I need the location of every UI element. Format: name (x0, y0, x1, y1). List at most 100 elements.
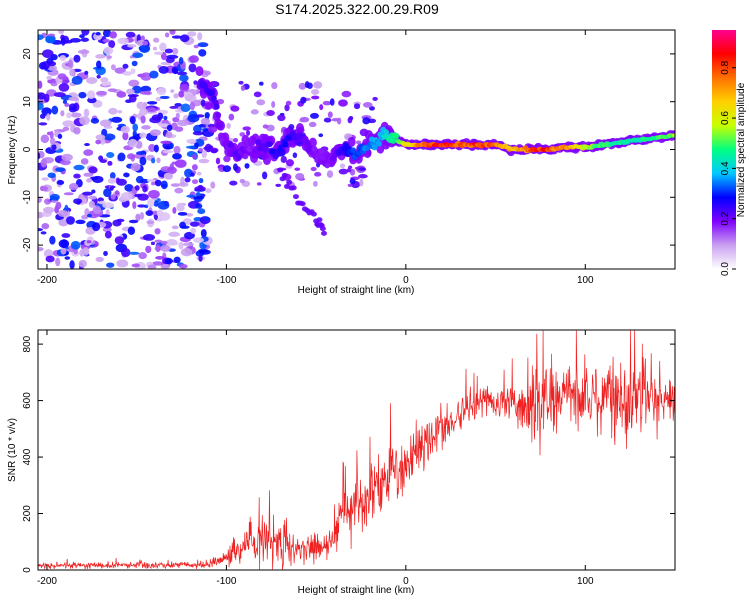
y-tick-label: 20 (22, 48, 33, 60)
noise-blob (155, 244, 161, 253)
scatter-blob (200, 99, 206, 107)
noise-blob (106, 55, 112, 59)
ridge-core (213, 103, 220, 110)
x-tick-label: 100 (577, 576, 594, 587)
ridge-core (279, 148, 286, 155)
scatter-blob (285, 159, 295, 167)
noise-blob (122, 71, 133, 76)
noise-blob (172, 207, 177, 214)
scatter-blob (253, 91, 262, 98)
ridge-core (350, 147, 357, 154)
branch-blob (286, 179, 293, 185)
noise-blob (171, 35, 183, 39)
noise-blob (150, 181, 156, 186)
noise-blob (177, 211, 188, 216)
noise-blob (172, 68, 179, 75)
noise-blob (170, 183, 181, 187)
noise-blob (38, 228, 43, 232)
noise-blob (197, 42, 209, 48)
noise-blob (182, 242, 194, 247)
y-tick-label: -20 (22, 237, 33, 252)
noise-blob (116, 259, 129, 268)
scatter-blob (300, 96, 307, 104)
scatter-blob (368, 118, 377, 124)
noise-blob (107, 88, 117, 92)
noise-blob (51, 144, 57, 151)
scatter-blob (310, 88, 320, 95)
scatter-blob (298, 82, 307, 90)
noise-blob (142, 40, 149, 46)
noise-blob (146, 101, 158, 105)
spectrogram-x-label: Height of straight line (km) (298, 285, 415, 296)
noise-blob (135, 213, 141, 222)
noise-blob (202, 216, 211, 221)
noise-blob (116, 91, 127, 98)
noise-blob (164, 172, 173, 180)
noise-blob (150, 157, 156, 164)
noise-blob (128, 138, 138, 148)
colorbar-gradient (712, 30, 736, 269)
ridge-core (522, 145, 529, 150)
noise-blob (68, 96, 80, 102)
noise-blob (80, 37, 90, 42)
noise-blob (55, 201, 62, 210)
x-tick-label: 0 (403, 576, 409, 587)
noise-blob (136, 151, 146, 155)
noise-blob (153, 51, 164, 55)
noise-blob (140, 72, 152, 81)
noise-blob (123, 172, 130, 178)
noise-blob (158, 66, 169, 74)
noise-blob (83, 108, 90, 117)
scatter-blob (369, 106, 375, 111)
noise-blob (40, 158, 47, 168)
noise-blob (95, 139, 102, 145)
noise-blob (138, 252, 147, 260)
scatter-blob (228, 113, 235, 121)
noise-blob (164, 32, 170, 38)
noise-blob (186, 194, 196, 198)
noise-blob (169, 105, 179, 109)
noise-blob (60, 159, 71, 166)
noise-blob (174, 126, 184, 132)
noise-blob (61, 233, 71, 238)
y-tick-label: 10 (22, 96, 33, 108)
colorbar-tick-label: 0.6 (720, 111, 731, 125)
scatter-blob (271, 101, 276, 108)
noise-blob (75, 219, 86, 225)
snr-frame (37, 329, 676, 571)
noise-blob (141, 125, 151, 130)
noise-blob (95, 256, 104, 263)
scatter-blob (322, 100, 332, 106)
scatter-blob (197, 184, 204, 190)
ridge-core (242, 153, 249, 160)
noise-blob (197, 208, 206, 215)
noise-blob (73, 126, 81, 135)
noise-blob (160, 244, 171, 252)
noise-blob (139, 44, 150, 53)
noise-blob (177, 119, 189, 127)
x-tick-label: 0 (403, 275, 409, 286)
noise-blob (60, 37, 66, 46)
y-tick-label: 0 (22, 146, 33, 152)
noise-blob (70, 112, 82, 118)
noise-blob (132, 52, 144, 58)
scatter-blob (195, 114, 205, 118)
noise-blob (66, 112, 72, 119)
scatter-blob (359, 178, 364, 187)
ridge-core (296, 140, 303, 147)
noise-blob (169, 30, 176, 35)
scatter-blob (285, 100, 292, 106)
noise-blob (88, 195, 97, 200)
noise-blob (145, 107, 157, 113)
y-tick-label: 400 (22, 448, 33, 465)
noise-blob (66, 216, 75, 225)
scatter-blob (239, 178, 246, 184)
noise-blob (179, 221, 186, 229)
noise-blob (77, 49, 90, 55)
noise-blob (134, 185, 140, 191)
noise-blob (160, 140, 172, 145)
noise-blob (175, 112, 180, 119)
noise-blob (139, 132, 147, 139)
noise-blob (109, 31, 118, 39)
noise-blob (69, 68, 75, 77)
